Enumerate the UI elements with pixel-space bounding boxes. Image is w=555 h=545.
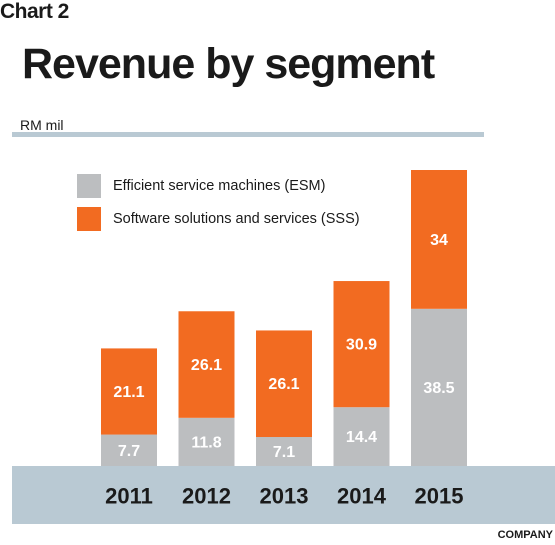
bar-esm-2012 bbox=[178, 417, 235, 466]
x-tick-2015: 2015 bbox=[415, 484, 464, 509]
data-label-sss-2014: 30.9 bbox=[346, 337, 377, 354]
bar-esm-2015 bbox=[411, 308, 467, 466]
bar-sss-2011 bbox=[101, 348, 157, 435]
legend-swatch-sss bbox=[77, 207, 101, 231]
x-tick-2011: 2011 bbox=[105, 484, 153, 509]
unit-label: RM mil bbox=[20, 117, 64, 133]
unit-rule bbox=[12, 132, 484, 137]
x-tick-2012: 2012 bbox=[182, 484, 231, 509]
chart-title: Revenue by segment bbox=[22, 40, 435, 88]
data-label-esm-2011: 7.7 bbox=[118, 443, 140, 460]
legend-label-esm: Efficient service machines (ESM) bbox=[113, 178, 326, 194]
legend-item-sss: Software solutions and services (SSS) bbox=[77, 207, 360, 231]
data-label-sss-2015: 34 bbox=[430, 232, 448, 249]
x-axis-band bbox=[12, 466, 555, 524]
legend-label-sss: Software solutions and services (SSS) bbox=[113, 211, 360, 227]
bar-sss-2015 bbox=[411, 170, 467, 309]
x-tick-2013: 2013 bbox=[260, 484, 309, 509]
x-tick-2014: 2014 bbox=[337, 484, 387, 509]
data-label-sss-2013: 26.1 bbox=[268, 376, 299, 393]
data-label-esm-2015: 38.5 bbox=[423, 380, 454, 397]
bar-sss-2014 bbox=[333, 281, 390, 408]
data-label-sss-2012: 26.1 bbox=[191, 357, 222, 374]
legend-item-esm: Efficient service machines (ESM) bbox=[77, 174, 325, 198]
source-credit: COMPANY bbox=[497, 529, 553, 541]
bar-sss-2012 bbox=[178, 311, 235, 418]
data-label-esm-2014: 14.4 bbox=[346, 429, 377, 446]
chart-label: Chart 2 bbox=[0, 0, 69, 23]
legend-swatch-esm bbox=[77, 174, 101, 198]
bar-esm-2011 bbox=[101, 434, 157, 466]
data-label-esm-2013: 7.1 bbox=[273, 444, 295, 461]
data-label-sss-2011: 21.1 bbox=[113, 384, 144, 401]
bar-esm-2013 bbox=[256, 437, 312, 466]
bar-sss-2013 bbox=[256, 330, 312, 438]
bar-esm-2014 bbox=[333, 407, 390, 466]
data-label-esm-2012: 11.8 bbox=[191, 434, 221, 451]
